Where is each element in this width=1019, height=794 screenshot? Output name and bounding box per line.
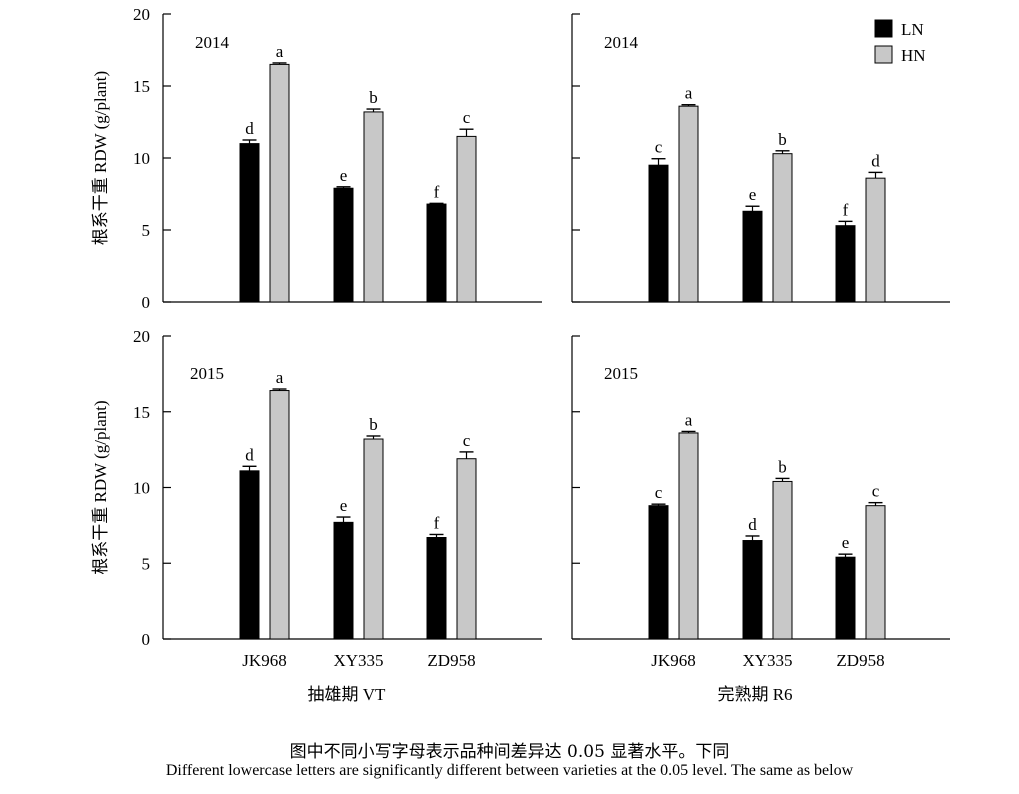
bar-ln (742, 540, 763, 640)
significance-letter: d (245, 445, 254, 464)
bar-hn (269, 390, 290, 640)
figure-caption-english: Different lowercase letters are signific… (165, 762, 854, 779)
legend-label-ln: LN (901, 20, 924, 39)
y-axis-title: 根系干重 RDW (g/plant) (91, 400, 110, 574)
bar-ln (239, 470, 260, 640)
bar-hn (865, 177, 886, 303)
bar-hn (772, 153, 793, 303)
significance-letter: b (778, 457, 787, 476)
significance-letter: e (340, 166, 348, 185)
x-tick-label: ZD958 (836, 651, 884, 670)
significance-letter: a (276, 368, 284, 387)
significance-letter: d (245, 119, 254, 138)
significance-letter: a (685, 410, 693, 429)
significance-letter: e (340, 496, 348, 515)
y-tick-label: 20 (133, 5, 150, 24)
bar-hn (363, 438, 384, 640)
significance-letter: b (778, 130, 787, 149)
y-tick-label: 10 (133, 479, 150, 498)
significance-letter: d (748, 515, 757, 534)
x-tick-label: JK968 (242, 651, 286, 670)
y-tick-label: 0 (142, 293, 151, 312)
bar-hn (678, 432, 699, 640)
bar-ln (835, 225, 856, 303)
bar-ln (426, 203, 447, 303)
y-axis-title: 根系干重 RDW (g/plant) (91, 71, 110, 245)
bar-hn (456, 135, 477, 303)
bar-ln (426, 536, 447, 640)
bar-ln (835, 556, 856, 640)
bar-hn (865, 505, 886, 640)
panel-year-label: 2015 (604, 364, 638, 383)
significance-letter: f (434, 513, 440, 532)
chart-figure: 0 5 10 15 20 根系干重 RDW (g/plant) 2014 d a e b f c 2014… (91, 5, 950, 704)
x-axis-title: 完熟期 R6 (717, 684, 792, 704)
bar-ln (239, 143, 260, 303)
significance-letter: c (872, 482, 880, 501)
bar-hn (772, 480, 793, 640)
bar-hn (456, 458, 477, 640)
x-tick-label: ZD958 (427, 651, 475, 670)
legend-label-hn: HN (901, 46, 926, 65)
y-tick-label: 15 (133, 77, 150, 96)
y-tick-label: 10 (133, 149, 150, 168)
significance-letter: e (749, 185, 757, 204)
panel-year-label: 2014 (195, 33, 230, 52)
bar-ln (333, 187, 354, 303)
significance-letter: c (463, 108, 471, 127)
bar-ln (648, 505, 669, 640)
significance-letter: e (842, 533, 850, 552)
bar-hn (269, 63, 290, 303)
bar-ln (648, 164, 669, 303)
panel-year-label: 2014 (604, 33, 639, 52)
y-tick-label: 5 (142, 221, 151, 240)
bar-ln (333, 521, 354, 640)
x-tick-label: XY335 (742, 651, 792, 670)
significance-letter: f (843, 200, 849, 219)
significance-letter: a (276, 42, 284, 61)
x-tick-label: JK968 (651, 651, 695, 670)
bar-hn (678, 105, 699, 303)
legend-swatch-ln (874, 19, 893, 38)
figure-caption-chinese: 图中不同小写字母表示品种间差异达 0.05 显著水平。下同 (289, 742, 730, 762)
significance-letter: a (685, 84, 693, 103)
significance-letter: b (369, 415, 378, 434)
significance-letter: c (655, 138, 663, 157)
panel-year-label: 2015 (190, 364, 224, 383)
x-tick-label: XY335 (333, 651, 383, 670)
significance-letter: c (463, 431, 471, 450)
significance-letter: c (655, 483, 663, 502)
significance-letter: b (369, 88, 378, 107)
bar-ln (742, 210, 763, 303)
legend-swatch-hn (874, 45, 893, 64)
bar-hn (363, 111, 384, 303)
y-tick-label: 20 (133, 327, 150, 346)
significance-letter: d (871, 151, 880, 170)
y-tick-label: 5 (142, 554, 151, 573)
significance-letter: f (434, 182, 440, 201)
y-tick-label: 15 (133, 403, 150, 422)
x-axis-title: 抽雄期 VT (308, 685, 387, 704)
y-tick-label: 0 (142, 630, 151, 649)
